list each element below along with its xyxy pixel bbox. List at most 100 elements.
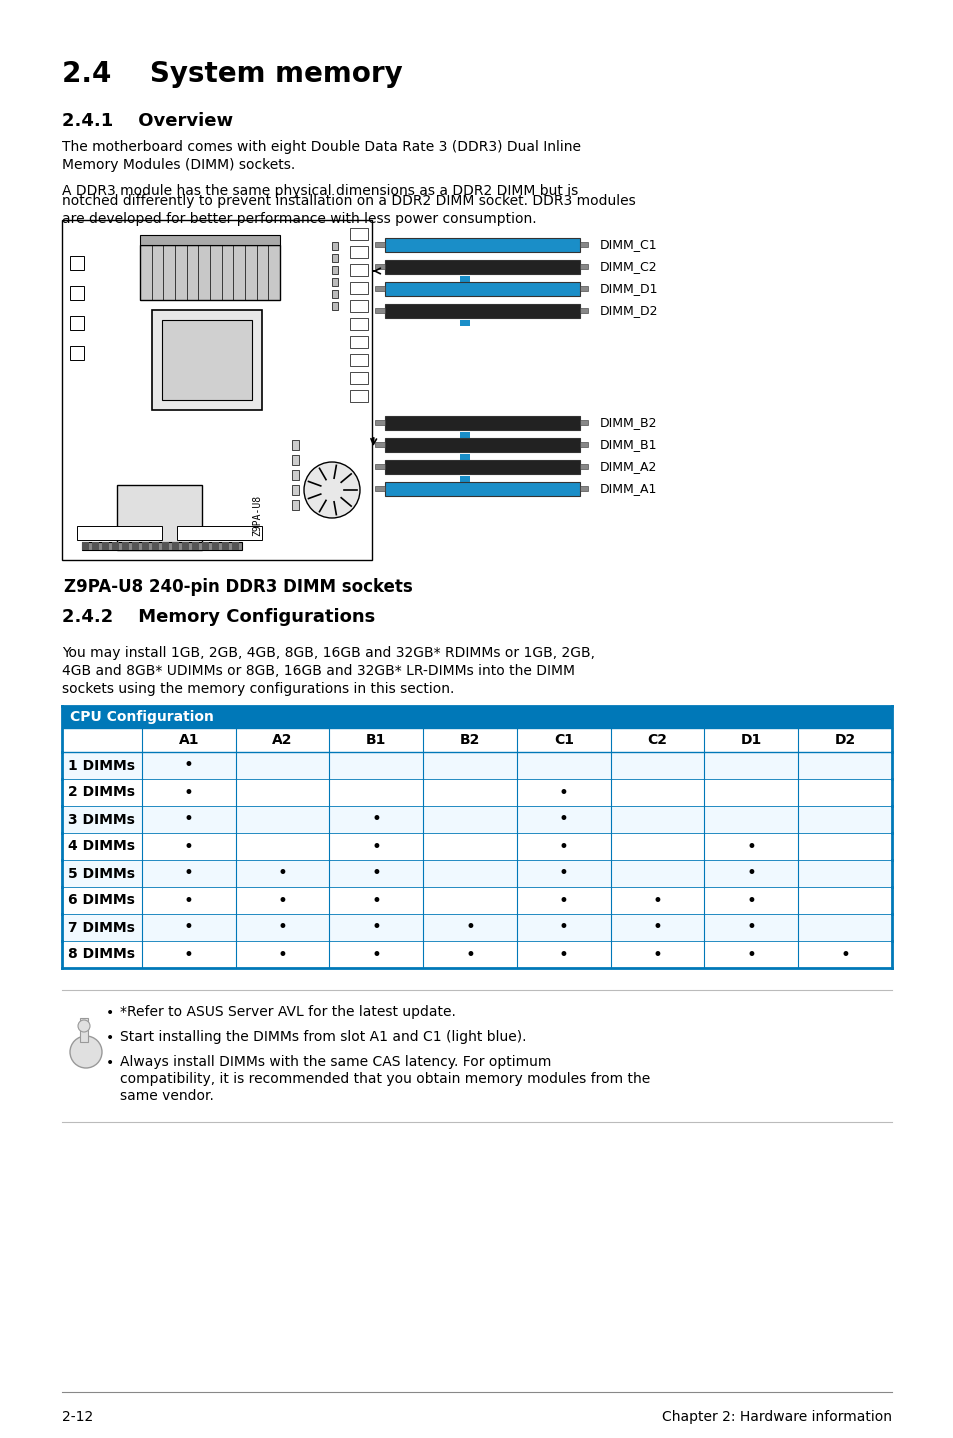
Text: DIMM_B1: DIMM_B1 (599, 439, 657, 452)
Bar (385, 239, 579, 252)
Bar (579, 265, 587, 269)
Bar (350, 336, 368, 348)
Bar (132, 542, 139, 549)
Bar (385, 439, 579, 452)
Bar (385, 282, 579, 296)
Bar (142, 542, 149, 549)
Text: •: • (184, 864, 193, 883)
Bar (375, 486, 385, 490)
Text: You may install 1GB, 2GB, 4GB, 8GB, 16GB and 32GB* RDIMMs or 1GB, 2GB,: You may install 1GB, 2GB, 4GB, 8GB, 16GB… (62, 646, 595, 660)
Text: 5 DIMMs: 5 DIMMs (68, 867, 135, 880)
Bar (375, 286, 385, 290)
Text: •: • (184, 756, 193, 775)
Text: B1: B1 (366, 733, 386, 746)
Bar (350, 354, 368, 367)
Text: Always install DIMMs with the same CAS latency. For optimum: Always install DIMMs with the same CAS l… (120, 1055, 551, 1068)
Text: •: • (465, 919, 475, 936)
Bar (62, 940, 891, 968)
Text: sockets using the memory configurations in this section.: sockets using the memory configurations … (62, 682, 454, 696)
Text: DIMM_A2: DIMM_A2 (599, 460, 657, 473)
Text: •: • (371, 811, 381, 828)
Bar (332, 266, 337, 275)
Text: 1 DIMMs: 1 DIMMs (68, 758, 135, 772)
Text: •: • (277, 919, 287, 936)
Text: 7 DIMMs: 7 DIMMs (68, 920, 134, 935)
Bar (62, 860, 891, 887)
Bar (332, 255, 337, 262)
Bar (292, 470, 298, 480)
Bar (385, 482, 579, 496)
Text: D1: D1 (740, 733, 761, 746)
Text: •: • (745, 837, 756, 856)
Text: •: • (371, 946, 381, 963)
Bar (375, 420, 385, 426)
Bar (579, 464, 587, 469)
Bar (375, 242, 385, 247)
Circle shape (78, 1020, 90, 1032)
Bar (385, 303, 579, 318)
Bar (385, 260, 579, 275)
Bar (62, 728, 891, 752)
Bar (182, 542, 189, 549)
Text: 2.4    System memory: 2.4 System memory (62, 60, 402, 88)
Text: Memory Modules (DIMM) sockets.: Memory Modules (DIMM) sockets. (62, 158, 294, 173)
Text: A DDR3 module has the same physical dimensions as a DDR2 DIMM but is: A DDR3 module has the same physical dime… (62, 184, 578, 198)
Text: •: • (745, 919, 756, 936)
Text: DIMM_D1: DIMM_D1 (599, 282, 658, 295)
Text: A1: A1 (178, 733, 199, 746)
Circle shape (70, 1035, 102, 1068)
Bar (62, 807, 891, 833)
Text: CPU Configuration: CPU Configuration (70, 710, 213, 723)
Bar (385, 460, 579, 475)
Bar (459, 431, 470, 439)
Text: •: • (558, 811, 568, 828)
Bar (122, 542, 129, 549)
Text: DIMM_A1: DIMM_A1 (599, 483, 657, 496)
Bar (375, 464, 385, 469)
Text: 4 DIMMs: 4 DIMMs (68, 840, 135, 854)
Bar (375, 441, 385, 447)
Text: DIMM_C1: DIMM_C1 (599, 239, 657, 252)
Bar (77, 526, 162, 541)
Bar (350, 282, 368, 293)
Text: 8 DIMMs: 8 DIMMs (68, 948, 135, 962)
Bar (82, 542, 89, 549)
Bar (102, 542, 109, 549)
Bar (70, 286, 84, 301)
Bar (62, 833, 891, 860)
Bar (292, 454, 298, 464)
Text: 3 DIMMs: 3 DIMMs (68, 812, 134, 827)
Text: A2: A2 (273, 733, 293, 746)
Text: •: • (184, 811, 193, 828)
Text: •: • (652, 919, 662, 936)
Bar (70, 347, 84, 360)
Bar (162, 542, 169, 549)
Text: The motherboard comes with eight Double Data Rate 3 (DDR3) Dual Inline: The motherboard comes with eight Double … (62, 139, 580, 154)
Bar (80, 1018, 88, 1043)
Bar (62, 220, 372, 559)
Text: 2 DIMMs: 2 DIMMs (68, 785, 135, 800)
Text: C1: C1 (554, 733, 574, 746)
Bar (350, 372, 368, 384)
Text: Z9PA-U8: Z9PA-U8 (252, 495, 262, 535)
Bar (350, 390, 368, 403)
Bar (82, 542, 242, 549)
Bar (292, 500, 298, 510)
Bar (459, 476, 470, 482)
Bar (459, 454, 470, 460)
Text: notched differently to prevent installation on a DDR2 DIMM socket. DDR3 modules: notched differently to prevent installat… (62, 194, 635, 209)
Text: •: • (558, 946, 568, 963)
Text: •: • (277, 946, 287, 963)
Text: •: • (558, 837, 568, 856)
Bar (385, 416, 579, 430)
Bar (62, 915, 891, 940)
Bar (202, 542, 209, 549)
Bar (172, 542, 179, 549)
Text: 2.4.1    Overview: 2.4.1 Overview (62, 112, 233, 129)
Text: Z9PA-U8 240-pin DDR3 DIMM sockets: Z9PA-U8 240-pin DDR3 DIMM sockets (64, 578, 413, 595)
Text: •: • (652, 946, 662, 963)
Bar (70, 256, 84, 270)
Text: •: • (371, 919, 381, 936)
Text: •: • (277, 864, 287, 883)
Text: 2.4.2    Memory Configurations: 2.4.2 Memory Configurations (62, 608, 375, 626)
